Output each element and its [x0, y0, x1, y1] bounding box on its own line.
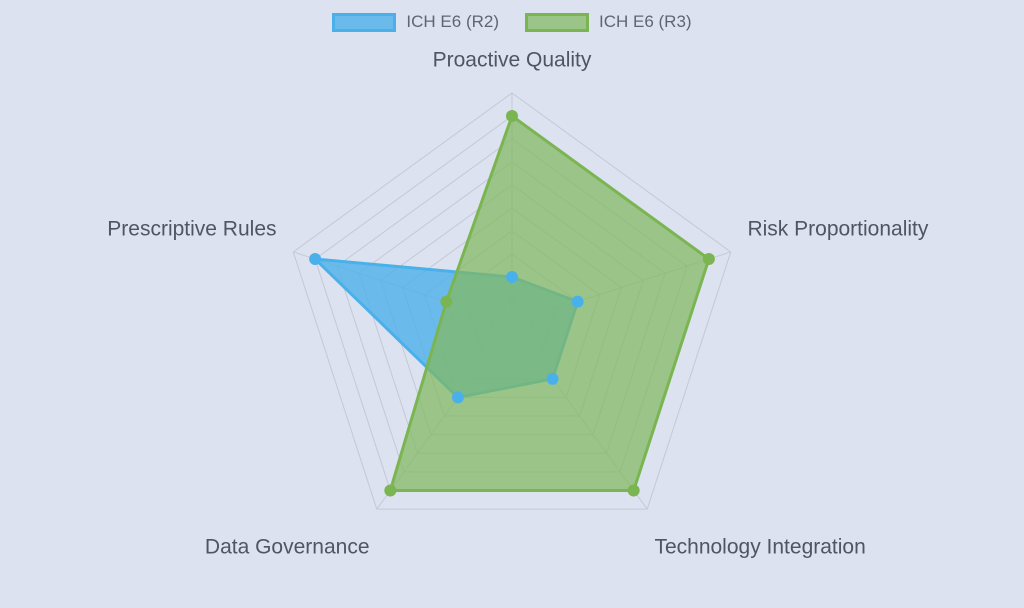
radar-series: [309, 110, 715, 497]
legend-swatch-r2: [332, 12, 397, 32]
point-ich-e6-r3-prescriptive-rules[interactable]: [440, 295, 453, 308]
axis-label-prescriptive-rules: Prescriptive Rules: [107, 217, 276, 240]
legend-item-r2[interactable]: ICH E6 (R2): [332, 12, 499, 32]
point-ich-e6-r3-risk-proportionality[interactable]: [702, 253, 715, 266]
axis-labels: Proactive Quality Risk Proportionality T…: [107, 49, 929, 559]
legend-swatch-r3: [525, 12, 589, 32]
axis-label-data-governance: Data Governance: [205, 536, 370, 559]
grid-ring-10: [292, 92, 732, 510]
axis-label-technology-integration: Technology Integration: [654, 536, 865, 559]
legend-label-r2: ICH E6 (R2): [406, 12, 499, 31]
point-ich-e6-r3-proactive-quality[interactable]: [506, 110, 518, 122]
point-ich-e6-r3-data-governance[interactable]: [384, 484, 397, 497]
point-ich-e6-r2-prescriptive-rules[interactable]: [309, 253, 322, 266]
series-area-ich-e6-r3[interactable]: [388, 114, 711, 492]
legend: ICH E6 (R2) ICH E6 (R3): [0, 12, 1024, 32]
legend-label-r3: ICH E6 (R3): [599, 12, 692, 31]
point-ich-e6-r2-risk-proportionality[interactable]: [571, 295, 584, 308]
point-ich-e6-r2-data-governance[interactable]: [451, 391, 464, 404]
point-ich-e6-r2-technology-integration[interactable]: [546, 372, 559, 385]
point-ich-e6-r2-proactive-quality[interactable]: [506, 271, 518, 283]
axis-label-risk-proportionality: Risk Proportionality: [747, 217, 928, 240]
legend-item-r3[interactable]: ICH E6 (R3): [525, 12, 692, 32]
axis-label-proactive-quality: Proactive Quality: [433, 49, 592, 72]
point-ich-e6-r3-technology-integration[interactable]: [627, 484, 640, 497]
